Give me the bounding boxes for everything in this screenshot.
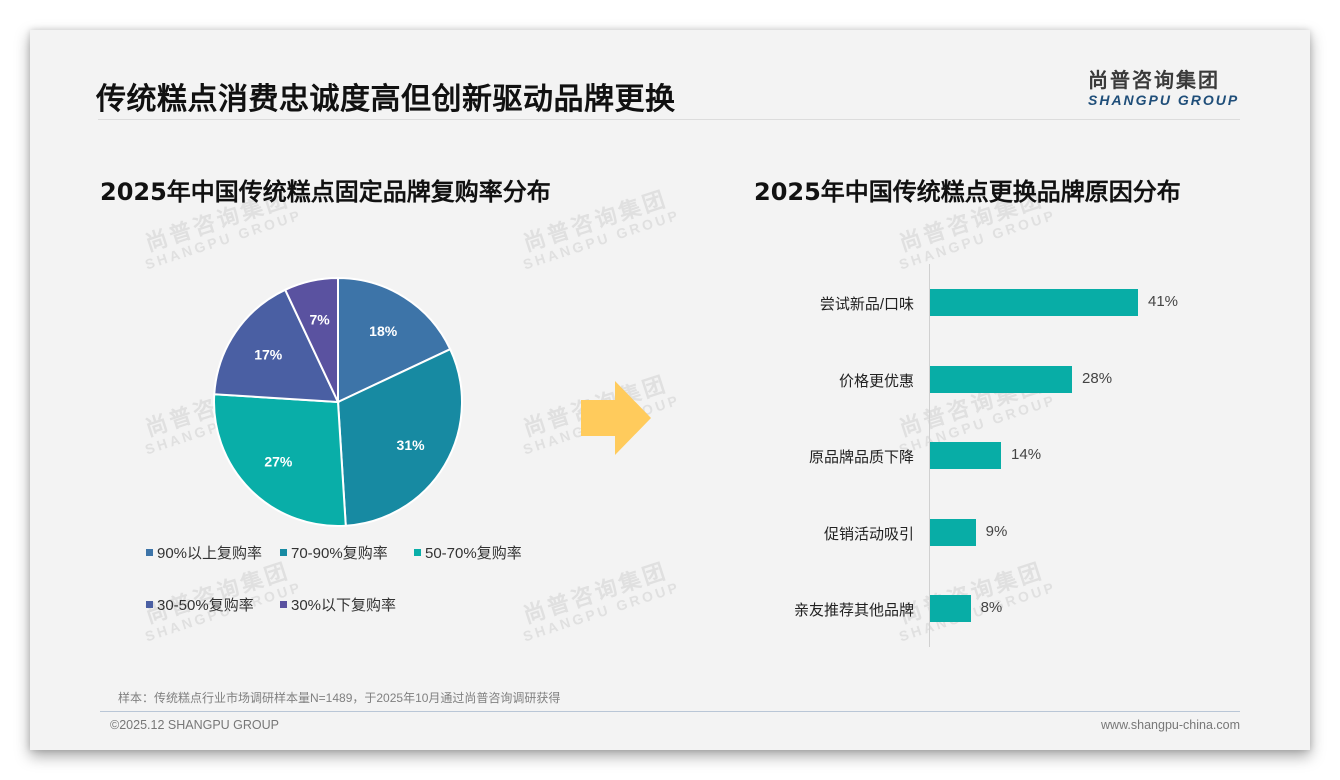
pie-slice [213,393,347,527]
pie-slice-label: 18% [369,323,398,339]
pie-slice [337,276,452,404]
title-divider [98,119,1240,120]
bar-row: 促销活动吸引 9% [770,519,1250,547]
bar-row: 价格更优惠 28% [770,366,1250,394]
website-link[interactable]: www.shangpu-china.com [1101,718,1240,732]
bar-row: 原品牌品质下降 14% [770,442,1250,470]
legend-swatch-icon [280,549,287,556]
bar-chart: 尝试新品/口味 41% 价格更优惠 28% 原品牌品质下降 14% 促销活动吸引… [770,260,1250,650]
pie-chart: 18% 31% 27% 17% 7% [212,276,464,528]
pie-slice-label: 17% [254,347,283,363]
legend-swatch-icon [280,601,287,608]
y-axis-line [929,264,930,647]
slide: 尚普咨询集团 SHANGPU GROUP 尚普咨询集团 SHANGPU GROUP … [30,30,1310,750]
legend-item: 50-70%复购率 [414,542,522,563]
arrow-right-icon [581,381,651,460]
pie-slice [283,276,339,403]
legend-item: 70-90%复购率 [280,542,388,563]
bar [930,366,1073,393]
bar [930,289,1138,316]
legend-item: 90%以上复购率 [146,542,262,563]
logo-en: SHANGPU GROUP [1088,92,1240,108]
bar [930,442,1002,469]
pie-slice [336,347,463,527]
pie-slice-label: 31% [397,437,426,453]
bar-row: 亲友推荐其他品牌 8% [770,595,1250,623]
bar [930,519,976,546]
legend-swatch-icon [414,549,421,556]
footer-divider [100,711,1240,712]
company-logo: 尚普咨询集团 SHANGPU GROUP [1088,64,1239,108]
sample-note: 样本：传统糕点行业市场调研样本量N=1489，于2025年10月通过尚普咨询调研… [118,691,561,705]
copyright: ©2025.12 SHANGPU GROUP [110,718,279,732]
page-title: 传统糕点消费忠诚度高但创新驱动品牌更换 [96,82,676,117]
pie-slice-label: 7% [309,312,330,328]
pie-slice [213,288,340,404]
legend-swatch-icon [146,549,153,556]
bar [930,595,971,622]
pie-slice-label: 27% [264,454,293,470]
bar-row: 尝试新品/口味 41% [770,289,1250,317]
legend-swatch-icon [146,601,153,608]
legend-item: 30%以下复购率 [280,594,396,615]
pie-chart-title: 2025年中国传统糕点固定品牌复购率分布 [100,178,551,206]
legend-item: 30-50%复购率 [146,594,254,615]
bar-chart-title: 2025年中国传统糕点更换品牌原因分布 [754,178,1181,206]
logo-cn: 尚普咨询集团 [1088,68,1220,92]
